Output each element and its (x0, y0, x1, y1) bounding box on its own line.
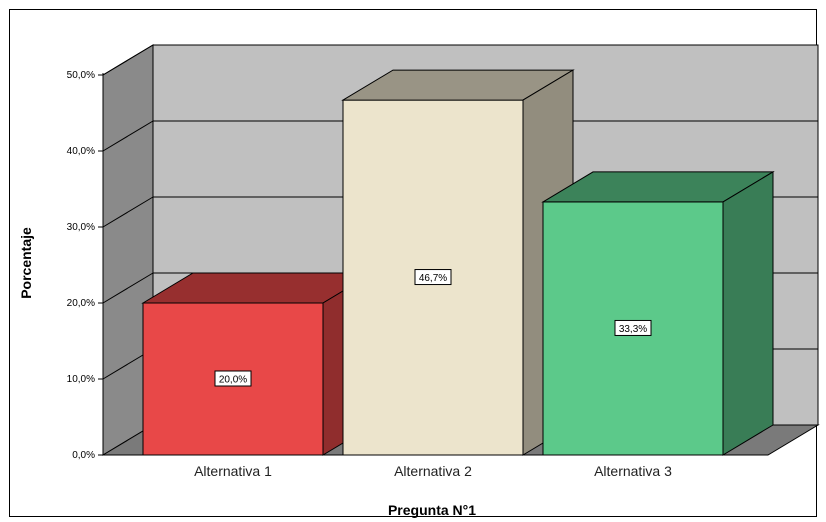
x-axis-title: Pregunta N°1 (388, 502, 476, 518)
data-label-box (214, 370, 252, 387)
gridline-side (102, 44, 154, 76)
x-axis-categories: Alternativa 1 Alternativa 2 Alternativa 3 (194, 463, 672, 479)
bar: 46,7% (341, 69, 575, 456)
data-label-box (614, 319, 652, 336)
y-axis-title: Porcentaje (18, 227, 34, 299)
bar: 33,3% (541, 171, 775, 456)
y-axis-ticks: 0,0% 10,0% 20,0% 30,0% 40,0% 50,0% (67, 70, 104, 461)
x-category-label: Alternativa 2 (394, 463, 472, 479)
data-label: 33,3% (619, 324, 647, 335)
y-tick-label: 20,0% (67, 298, 95, 309)
y-tick-label: 30,0% (67, 222, 95, 233)
x-category-label: Alternativa 1 (194, 463, 272, 479)
data-label-box (414, 269, 452, 286)
x-category-label: Alternativa 3 (594, 463, 672, 479)
bar-side (722, 171, 774, 456)
y-tick-label: 40,0% (67, 146, 95, 157)
y-tick-label: 10,0% (67, 374, 95, 385)
bars: 20,0% 46,7% 33,3% (141, 69, 775, 456)
gridline-side (102, 272, 154, 304)
gridline-side (102, 196, 154, 228)
data-label: 20,0% (219, 375, 247, 386)
y-tick-label: 0,0% (72, 450, 95, 461)
bar: 20,0% (141, 272, 375, 456)
gridline-side (102, 120, 154, 152)
data-label: 46,7% (419, 273, 447, 284)
y-tick-label: 50,0% (67, 70, 95, 81)
